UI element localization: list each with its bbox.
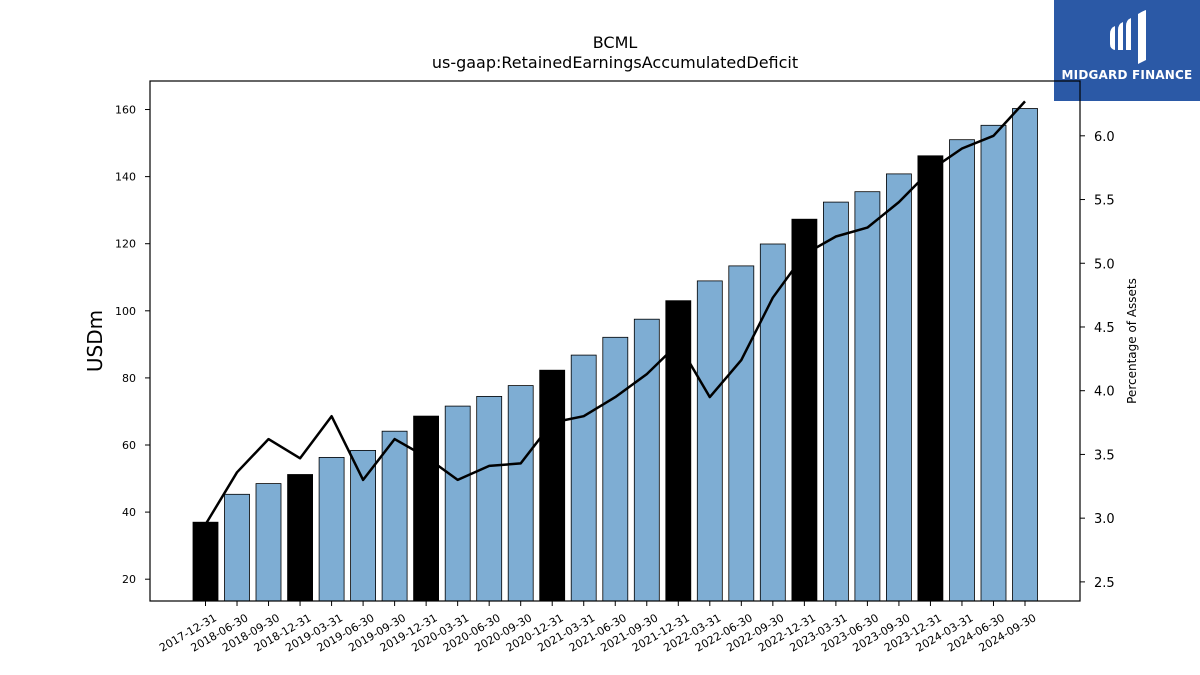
bar xyxy=(602,336,629,602)
bar xyxy=(539,369,566,602)
bar xyxy=(444,405,471,602)
y2-tick-label: 2.5 xyxy=(1094,576,1115,591)
bar xyxy=(886,173,912,602)
bar xyxy=(318,456,345,602)
bar xyxy=(917,155,944,602)
bar xyxy=(476,395,503,602)
y-tick-label: 120 xyxy=(115,238,136,251)
bar xyxy=(287,474,314,602)
bar xyxy=(350,449,377,602)
y-axis-right: 2.5 3.0 3.5 4.0 4.5 5.0 5.5 6.0 xyxy=(1080,130,1115,591)
bar xyxy=(255,483,282,602)
bar xyxy=(224,493,250,602)
bar-series xyxy=(192,108,1038,602)
y-tick-label: 60 xyxy=(122,439,136,452)
bar xyxy=(759,243,786,602)
percent-line xyxy=(204,100,1026,526)
bar xyxy=(413,415,440,602)
y2-tick-label: 3.0 xyxy=(1094,512,1115,527)
y2-axis-label: Percentage of Assets xyxy=(1125,278,1139,404)
y2-tick-label: 5.0 xyxy=(1094,257,1115,272)
bar xyxy=(791,218,818,602)
bar xyxy=(823,201,849,602)
logo-mark-icon xyxy=(1110,10,1146,64)
bar xyxy=(728,265,755,602)
bar xyxy=(696,280,723,602)
chart-subtitle: us-gaap:RetainedEarningsAccumulatedDefic… xyxy=(432,53,798,72)
y2-tick-label: 3.5 xyxy=(1094,448,1115,463)
bar xyxy=(381,430,408,602)
y-tick-label: 140 xyxy=(115,171,136,184)
y-tick-label: 160 xyxy=(115,104,136,117)
y-tick-label: 40 xyxy=(122,506,136,519)
x-axis: 2017-12-312018-06-302018-09-302018-12-31… xyxy=(157,601,1039,655)
bar xyxy=(507,385,534,602)
bar xyxy=(192,521,219,602)
bar xyxy=(854,191,881,602)
y-axis-left: 20 40 60 80 100 120 140 160 xyxy=(115,104,150,586)
y2-tick-label: 4.5 xyxy=(1094,321,1115,336)
y2-tick-label: 6.0 xyxy=(1094,130,1115,145)
chart-title: BCML xyxy=(593,33,638,52)
y-tick-label: 100 xyxy=(115,305,136,318)
y-tick-label: 80 xyxy=(122,372,136,385)
logo-text: MIDGARD FINANCE xyxy=(1061,68,1193,82)
bar xyxy=(570,354,597,602)
y-tick-label: 20 xyxy=(122,573,136,586)
line-series xyxy=(204,100,1026,526)
y2-tick-label: 5.5 xyxy=(1094,194,1115,209)
bar xyxy=(633,318,660,602)
company-logo: MIDGARD FINANCE xyxy=(1054,0,1200,101)
y2-tick-label: 4.0 xyxy=(1094,385,1115,400)
bar xyxy=(949,139,975,602)
y-axis-label: USDm xyxy=(83,310,107,372)
bar xyxy=(1012,108,1038,602)
bar xyxy=(980,124,1007,602)
